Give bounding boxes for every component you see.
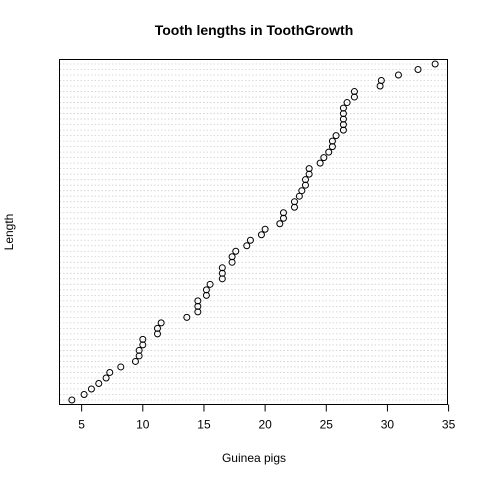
x-tick-label: 20: [258, 418, 272, 432]
data-point: [295, 192, 303, 200]
data-point: [153, 324, 161, 332]
x-tick-label: 30: [381, 418, 395, 432]
data-point: [194, 297, 202, 305]
data-point: [328, 137, 336, 145]
data-point: [339, 104, 347, 112]
data-point: [350, 88, 358, 96]
x-tick-label: 15: [197, 418, 211, 432]
data-point: [232, 247, 240, 255]
data-point: [102, 374, 110, 382]
data-point: [206, 280, 214, 288]
data-points: [68, 60, 439, 404]
data-point: [68, 396, 76, 404]
data-point: [157, 319, 165, 327]
data-point: [394, 71, 402, 79]
data-point: [332, 132, 340, 140]
x-axis-label: Guinea pigs: [222, 451, 286, 465]
data-point: [246, 236, 254, 244]
data-point: [298, 187, 306, 195]
data-point: [301, 176, 309, 184]
x-tick-label: 10: [136, 418, 150, 432]
x-axis: 5 10 15 20 25 30 35: [78, 404, 456, 432]
data-point: [228, 253, 236, 261]
data-point: [95, 379, 103, 387]
data-point: [106, 368, 114, 376]
data-point: [325, 148, 333, 156]
data-point: [261, 225, 269, 233]
data-point: [343, 99, 351, 107]
data-point: [377, 77, 385, 85]
data-point: [139, 335, 147, 343]
data-point: [257, 231, 265, 239]
data-point: [131, 357, 139, 365]
data-point: [290, 198, 298, 206]
x-tick-label: 5: [78, 418, 85, 432]
data-point: [316, 159, 324, 167]
guide-lines: [59, 63, 448, 401]
data-point: [183, 313, 191, 321]
data-point: [276, 220, 284, 228]
data-point: [117, 363, 125, 371]
chart-title: Tooth lengths in ToothGrowth: [155, 22, 354, 38]
plot-frame: [59, 59, 448, 405]
data-point: [202, 286, 210, 294]
x-tick-label: 35: [442, 418, 456, 432]
data-point: [279, 209, 287, 217]
y-axis-label: Length: [2, 214, 16, 251]
data-point: [305, 165, 313, 173]
data-point: [87, 385, 95, 393]
data-point: [80, 390, 88, 398]
data-point: [320, 154, 328, 162]
data-point: [431, 60, 439, 68]
x-tick-label: 25: [320, 418, 334, 432]
data-point: [218, 264, 226, 272]
data-point: [414, 66, 422, 74]
data-point: [243, 242, 251, 250]
data-point: [135, 346, 143, 354]
